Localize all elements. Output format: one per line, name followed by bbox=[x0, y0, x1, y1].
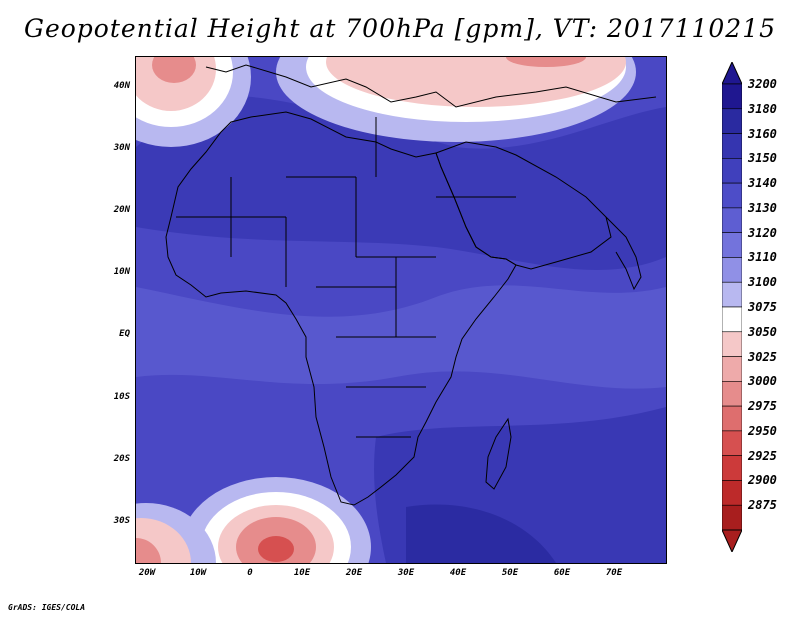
lon-label-30e: 30E bbox=[397, 568, 415, 578]
colorbar-swatch bbox=[722, 108, 742, 134]
anomaly-mediterranean bbox=[276, 57, 636, 142]
colorbar-label: 2975 bbox=[748, 399, 777, 414]
colorbar-graphic bbox=[722, 62, 742, 552]
colorbar-swatch bbox=[722, 182, 742, 209]
colorbar-swatch bbox=[722, 455, 742, 481]
lon-label-10w: 10W bbox=[189, 568, 207, 578]
colorbar-label: 3140 bbox=[748, 176, 777, 191]
colorbar-label: 3075 bbox=[748, 300, 777, 314]
lat-label-40n: 40N bbox=[113, 81, 130, 91]
colorbar-swatch bbox=[722, 405, 742, 432]
colorbar-segments bbox=[722, 83, 742, 531]
colorbar-swatch bbox=[722, 430, 742, 456]
colorbar-label: 3110 bbox=[748, 250, 777, 265]
anomaly-northwest bbox=[136, 57, 251, 147]
colorbar-swatch bbox=[722, 207, 742, 233]
lat-label-30n: 30N bbox=[113, 143, 130, 153]
lon-label-10e: 10E bbox=[293, 568, 311, 578]
lat-label-30s: 30S bbox=[113, 516, 130, 526]
colorbar-swatch bbox=[722, 281, 742, 308]
colorbar-arrow-top bbox=[722, 62, 742, 85]
lon-label-70e: 70E bbox=[605, 568, 623, 578]
lat-label-eq: EQ bbox=[119, 329, 130, 339]
colorbar-label: 3130 bbox=[748, 200, 777, 215]
colorbar-label: 2925 bbox=[748, 448, 777, 463]
colorbar-swatch bbox=[722, 480, 742, 506]
colorbar-swatch bbox=[722, 158, 742, 184]
colorbar-label: 2950 bbox=[748, 423, 777, 438]
footer-credit: GrADS: IGES/COLA bbox=[8, 603, 86, 612]
colorbar-swatch bbox=[722, 504, 742, 531]
map-area bbox=[135, 56, 667, 564]
lon-label-40e: 40E bbox=[449, 568, 467, 578]
colorbar-arrow-bottom bbox=[722, 529, 742, 552]
country-borders bbox=[176, 117, 516, 438]
lat-label-10s: 10S bbox=[113, 392, 130, 402]
field-deep-north bbox=[136, 95, 666, 270]
field-deepest-south bbox=[406, 504, 556, 563]
coastlines bbox=[165, 64, 657, 506]
map-title: Geopotential Height at 700hPa [gpm], VT:… bbox=[23, 14, 777, 43]
anomaly-south-atlantic bbox=[136, 477, 371, 563]
colorbar-swatch bbox=[722, 257, 742, 283]
colorbar-swatch bbox=[722, 232, 742, 258]
madagascar-coast bbox=[485, 417, 512, 490]
lon-label-20w: 20W bbox=[138, 568, 156, 578]
arabia-coast bbox=[435, 141, 612, 270]
geopotential-field bbox=[136, 57, 666, 563]
lon-label-50e: 50E bbox=[501, 568, 519, 578]
colorbar-label: 3180 bbox=[748, 101, 777, 116]
lon-label-0: 0 bbox=[247, 568, 253, 578]
colorbar-label: 3150 bbox=[748, 151, 777, 166]
colorbar-swatch bbox=[722, 133, 742, 159]
colorbar-label: 2900 bbox=[748, 473, 777, 488]
colorbar-label: 3100 bbox=[748, 275, 777, 290]
lon-label-60e: 60E bbox=[553, 568, 571, 578]
colorbar-swatch bbox=[722, 356, 742, 382]
colorbar-label: 3025 bbox=[748, 349, 777, 364]
colorbar-label: 3120 bbox=[748, 225, 777, 240]
europe-coast bbox=[205, 64, 657, 108]
colorbar-label: 2875 bbox=[748, 498, 777, 513]
colorbar-swatch bbox=[722, 306, 742, 333]
colorbar-label: 3050 bbox=[748, 324, 777, 339]
lat-label-10n: 10N bbox=[113, 267, 130, 277]
colorbar-swatch bbox=[722, 331, 742, 357]
india-coast bbox=[605, 216, 642, 291]
colorbar-swatch bbox=[722, 83, 742, 110]
lat-label-20s: 20S bbox=[113, 454, 130, 464]
colorbar-label: 3160 bbox=[748, 126, 777, 141]
colorbar-label: 3200 bbox=[748, 77, 777, 91]
lat-label-20n: 20N bbox=[113, 205, 130, 215]
colorbar-label: 3000 bbox=[748, 374, 777, 389]
lon-label-20e: 20E bbox=[345, 568, 363, 578]
colorbar-swatch bbox=[722, 381, 742, 407]
